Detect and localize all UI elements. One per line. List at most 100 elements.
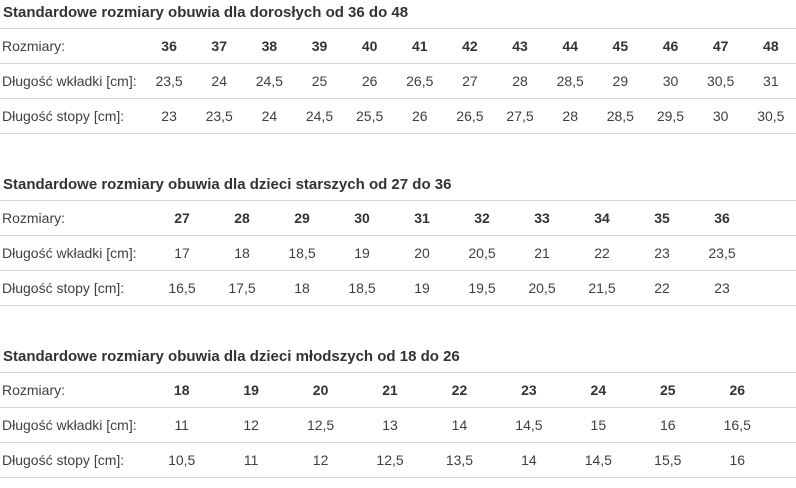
foot-length-cell: 18 xyxy=(294,279,310,296)
size-chart-section-older-children: Standardowe rozmiary obuwia dla dzieci s… xyxy=(0,176,796,306)
foot-length-cell: 27,5 xyxy=(506,107,534,124)
insole-length-cell: 15 xyxy=(590,416,607,433)
row-label-sizes: Rozmiary: xyxy=(2,209,66,226)
row-label-insole: Długość wkładki [cm]: xyxy=(2,72,137,89)
insole-length-row: Długość wkładki [cm]: 17 18 18,5 19 20 20,5 21… xyxy=(0,236,796,271)
foot-length-cell: 23 xyxy=(714,279,730,296)
size-value-cell: 28 xyxy=(234,209,250,226)
foot-length-row: Długość stopy [cm]: 23 23,5 24 24,5 25,5 26 26… xyxy=(0,99,796,134)
insole-length-cell: 26,5 xyxy=(406,72,434,89)
filler-cell xyxy=(752,236,796,271)
foot-length-cell: 17,5 xyxy=(228,279,256,296)
size-value-cell: 20 xyxy=(312,381,329,398)
size-value-cell: 48 xyxy=(763,37,779,54)
table-title: Standardowe rozmiary obuwia dla dzieci s… xyxy=(3,176,452,193)
insole-length-cell: 13 xyxy=(382,416,398,433)
filler-cell xyxy=(752,271,796,306)
foot-length-cell: 24,5 xyxy=(305,107,334,124)
shoe-size-charts-page: Standardowe rozmiary obuwia dla dorosłyc… xyxy=(0,4,796,478)
foot-length-cell: 16,5 xyxy=(168,279,196,296)
foot-length-cell: 30 xyxy=(712,107,729,124)
size-value-cell: 25 xyxy=(659,381,676,398)
insole-length-row: Długość wkładki [cm]: 11 12 12,5 13 14 14,5 15… xyxy=(0,408,796,443)
size-value-cell: 39 xyxy=(311,37,328,54)
size-chart-section-younger-children: Standardowe rozmiary obuwia dla dzieci m… xyxy=(0,348,796,478)
size-table-adults: Rozmiary: 36 37 38 39 40 41 42 43 44 45 46 47 48 Dłu… xyxy=(0,28,796,134)
insole-length-cell: 30,5 xyxy=(706,72,735,89)
size-value-cell: 23 xyxy=(521,381,537,398)
size-table-younger-children: Rozmiary: 18 19 20 21 22 23 24 25 26 Długość wkł… xyxy=(0,372,796,478)
size-value-cell: 34 xyxy=(594,209,610,226)
size-table-older-children: Rozmiary: 27 28 29 30 31 32 33 34 35 36 Długość w… xyxy=(0,200,796,306)
insole-length-cell: 31 xyxy=(763,72,779,89)
size-value-cell: 33 xyxy=(534,209,550,226)
foot-length-cell: 28 xyxy=(562,107,578,124)
foot-length-cell: 16 xyxy=(729,451,746,468)
size-value-cell: 18 xyxy=(173,381,190,398)
sizes-row: Rozmiary: 36 37 38 39 40 41 42 43 44 45 46 47 48 xyxy=(0,29,796,64)
filler-cell xyxy=(772,408,796,443)
insole-length-cell: 23 xyxy=(654,244,670,261)
insole-length-cell: 23,5 xyxy=(708,244,736,261)
row-label-sizes: Rozmiary: xyxy=(2,37,66,54)
foot-length-row: Długość stopy [cm]: 16,5 17,5 18 18,5 19 19,5… xyxy=(0,271,796,306)
insole-length-cell: 18 xyxy=(234,244,250,261)
foot-length-cell: 19 xyxy=(414,279,430,296)
insole-length-cell: 12,5 xyxy=(306,416,335,433)
size-value-cell: 38 xyxy=(261,37,278,54)
size-value-cell: 19 xyxy=(243,381,259,398)
foot-length-cell: 19,5 xyxy=(468,279,496,296)
insole-length-cell: 18,5 xyxy=(288,244,316,261)
filler-cell xyxy=(752,201,796,236)
foot-length-cell: 21,5 xyxy=(588,279,616,296)
insole-length-cell: 25 xyxy=(311,72,328,89)
size-value-cell: 27 xyxy=(174,209,190,226)
foot-length-cell: 14,5 xyxy=(584,451,612,468)
table-title: Standardowe rozmiary obuwia dla dorosłyc… xyxy=(3,4,409,21)
foot-length-cell: 25,5 xyxy=(356,107,384,124)
size-value-cell: 43 xyxy=(512,37,528,54)
foot-length-cell: 28,5 xyxy=(606,107,634,124)
size-value-cell: 22 xyxy=(451,381,468,398)
foot-length-cell: 13,5 xyxy=(445,451,474,468)
filler-cell xyxy=(772,373,796,408)
row-label-insole: Długość wkładki [cm]: xyxy=(2,416,137,433)
insole-length-cell: 14 xyxy=(451,416,468,433)
size-value-cell: 36 xyxy=(161,37,177,54)
insole-length-cell: 20 xyxy=(414,244,430,261)
sizes-row: Rozmiary: 18 19 20 21 22 23 24 25 26 xyxy=(0,373,796,408)
sizes-row: Rozmiary: 27 28 29 30 31 32 33 34 35 36 xyxy=(0,201,796,236)
size-value-cell: 30 xyxy=(354,209,370,226)
size-value-cell: 45 xyxy=(612,37,629,54)
insole-length-cell: 22 xyxy=(594,244,610,261)
row-label-foot: Długość stopy [cm]: xyxy=(2,107,125,124)
filler-cell xyxy=(772,443,796,478)
insole-length-cell: 24,5 xyxy=(255,72,283,89)
size-value-cell: 36 xyxy=(714,209,730,226)
row-label-foot: Długość stopy [cm]: xyxy=(2,279,125,296)
insole-length-cell: 16 xyxy=(659,416,676,433)
insole-length-cell: 16,5 xyxy=(723,416,751,433)
insole-length-cell: 26 xyxy=(361,72,378,89)
foot-length-cell: 24 xyxy=(261,107,278,124)
insole-length-cell: 30 xyxy=(662,72,679,89)
insole-length-cell: 19 xyxy=(354,244,370,261)
insole-length-cell: 17 xyxy=(174,244,190,261)
foot-length-cell: 22 xyxy=(654,279,670,296)
insole-length-cell: 23,5 xyxy=(155,72,183,89)
insole-length-row: Długość wkładki [cm]: 23,5 24 24,5 25 26 26,5… xyxy=(0,64,796,99)
insole-length-cell: 28,5 xyxy=(556,72,584,89)
foot-length-cell: 29,5 xyxy=(656,107,685,124)
row-label-sizes: Rozmiary: xyxy=(2,381,66,398)
foot-length-cell: 14 xyxy=(521,451,537,468)
size-value-cell: 24 xyxy=(590,381,607,398)
foot-length-cell: 10,5 xyxy=(168,451,196,468)
foot-length-cell: 26 xyxy=(411,107,428,124)
size-value-cell: 26 xyxy=(729,381,746,398)
size-value-cell: 32 xyxy=(474,209,490,226)
insole-length-cell: 27 xyxy=(462,72,478,89)
foot-length-cell: 12 xyxy=(312,451,329,468)
foot-length-cell: 30,5 xyxy=(757,107,785,124)
foot-length-row: Długość stopy [cm]: 10,5 11 12 12,5 13,5 14 14… xyxy=(0,443,796,478)
size-value-cell: 46 xyxy=(662,37,679,54)
